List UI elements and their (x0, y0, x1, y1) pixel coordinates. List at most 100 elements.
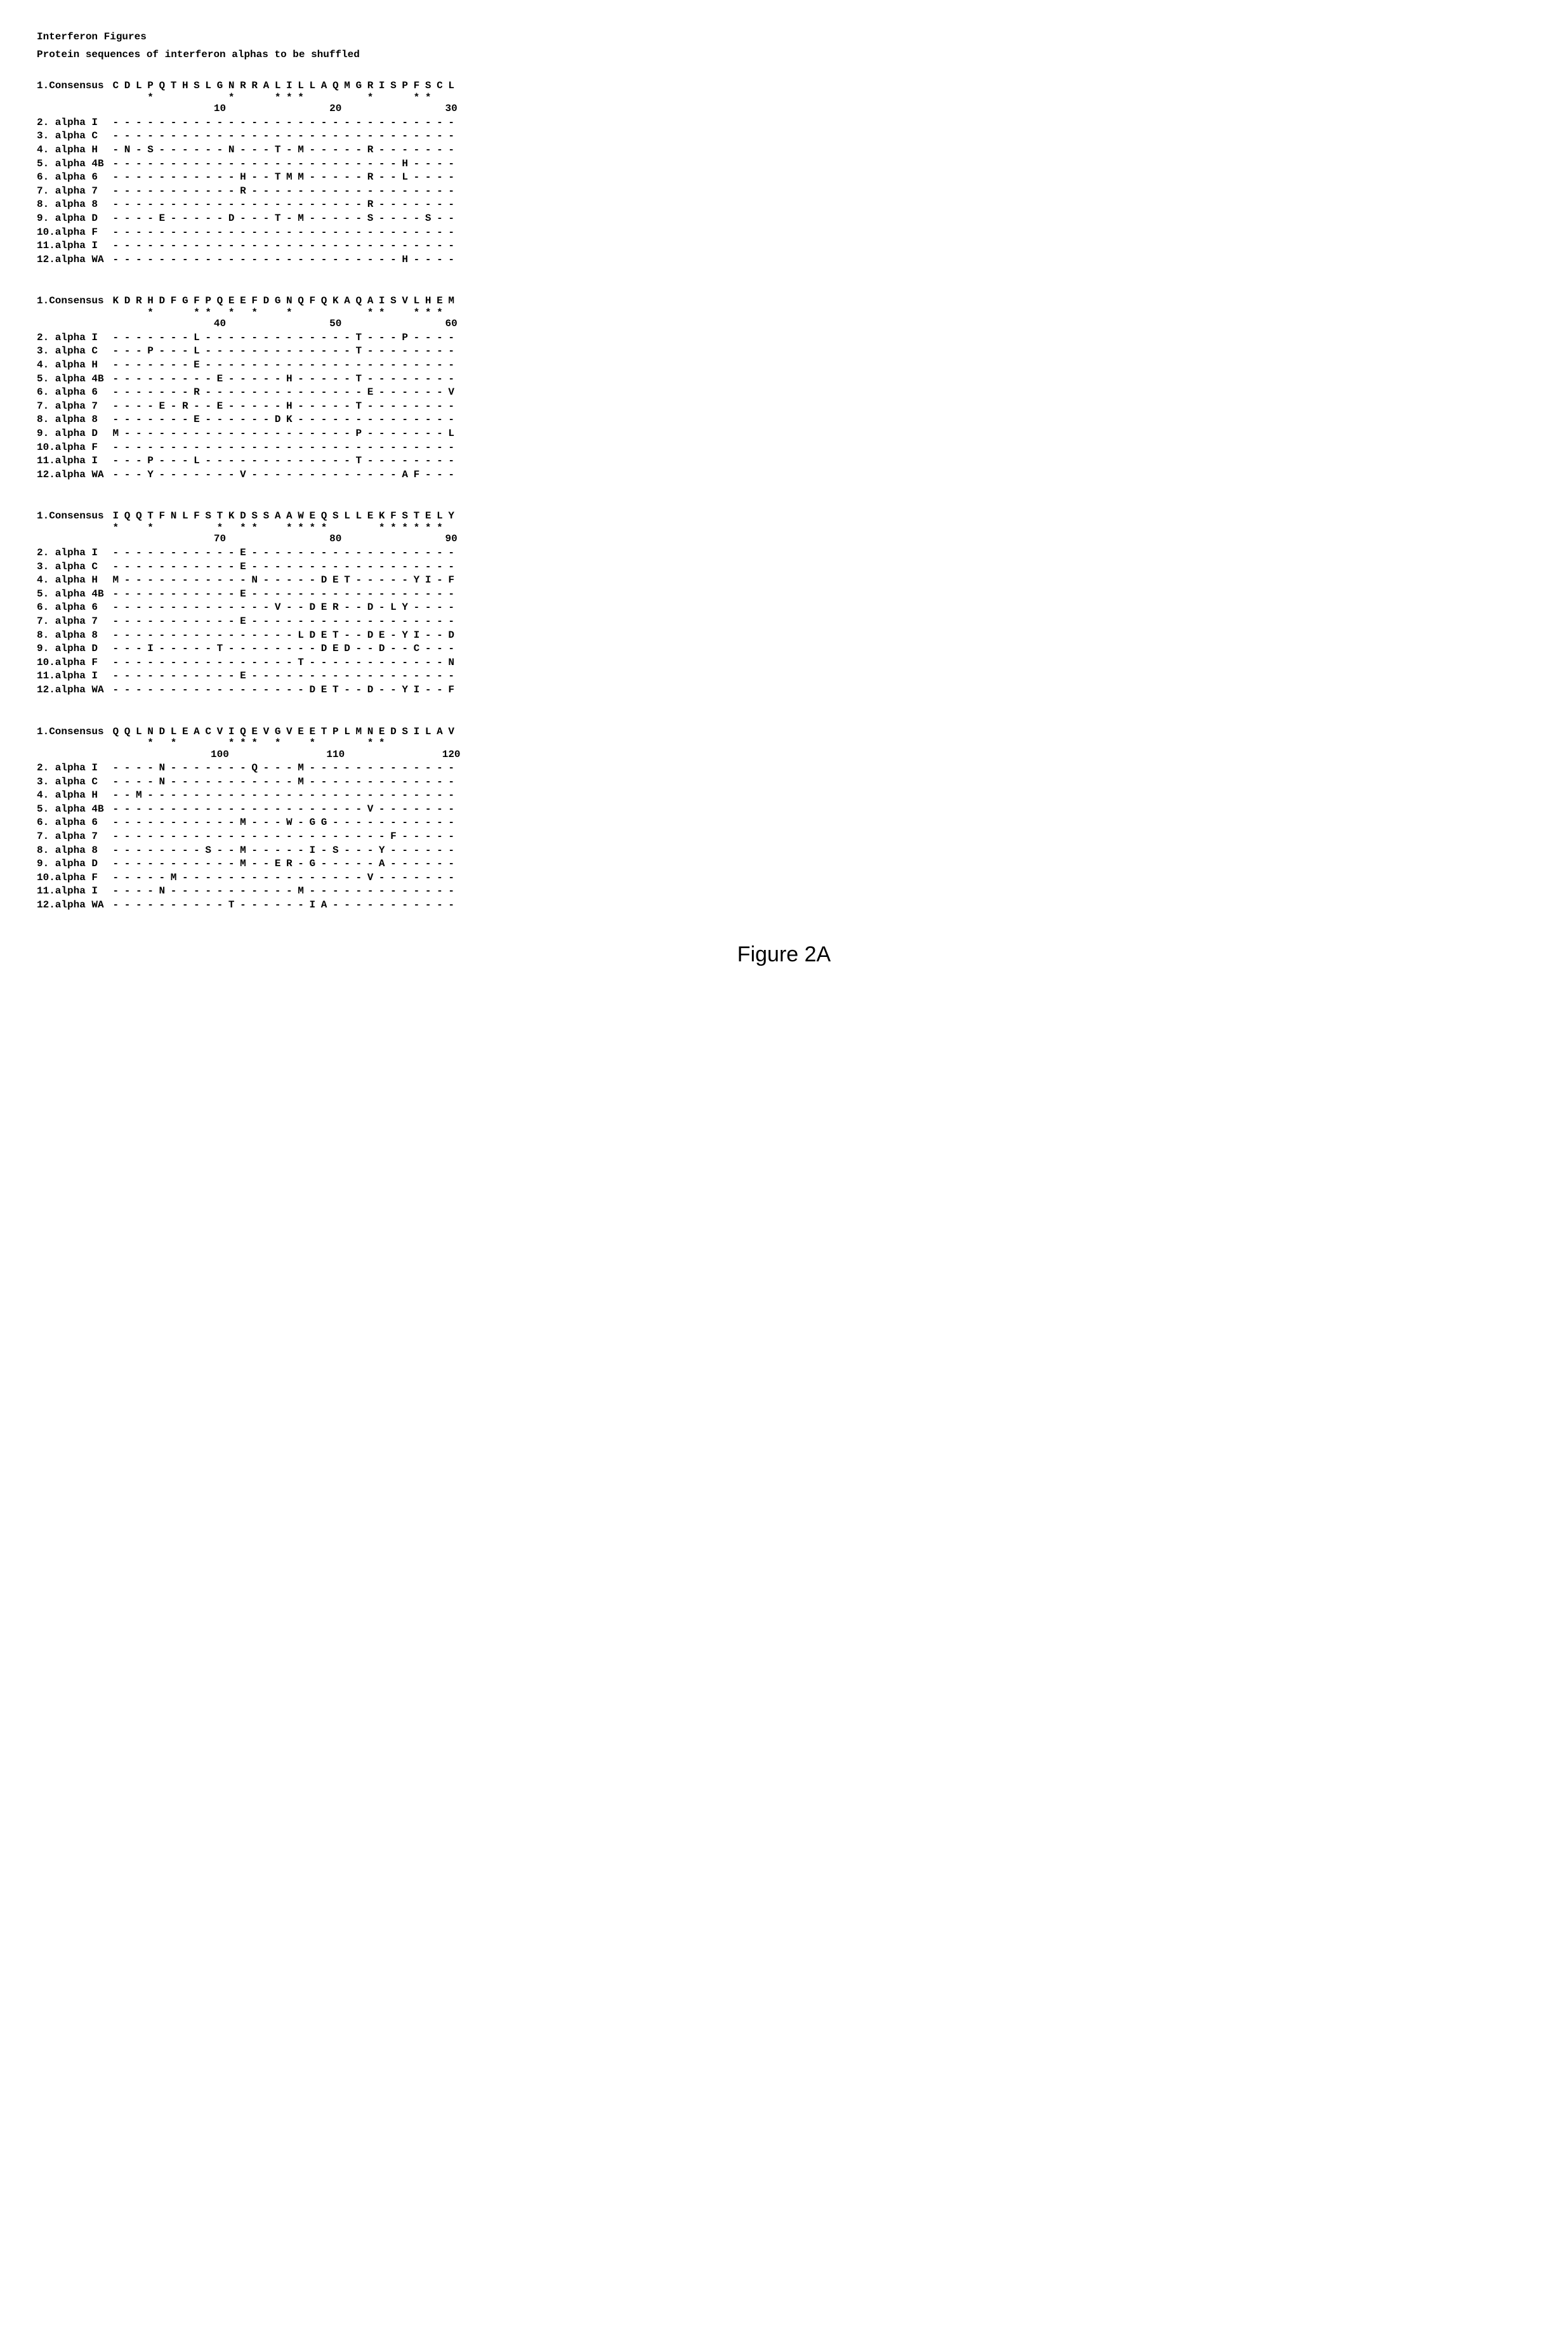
seq-cell: - (145, 185, 156, 199)
seq-cell: - (202, 198, 214, 212)
seq-cell: - (249, 816, 260, 830)
seq-cell: - (330, 253, 341, 267)
seq-cell: - (260, 546, 272, 560)
seq-cell: - (260, 129, 272, 143)
seq-cell: - (202, 885, 214, 899)
seq-cell: - (364, 656, 376, 670)
seq-cell: T (214, 510, 225, 524)
seq-cell: - (191, 226, 202, 240)
seq-cell: - (364, 185, 376, 199)
seq-cell: - (110, 454, 121, 468)
seq-cell: * (423, 524, 434, 532)
seq-cell: - (330, 185, 341, 199)
seq-cell: - (445, 157, 457, 171)
seq-cell: - (295, 871, 306, 885)
seq-cell: - (237, 331, 249, 345)
seq-cell: D (306, 601, 318, 615)
seq-cell: - (145, 871, 156, 885)
seq-cell: S (330, 510, 341, 524)
seq-cell: - (341, 789, 353, 803)
seq-cell: - (180, 468, 191, 482)
seq-cell: - (133, 574, 145, 588)
seq-cell: - (191, 871, 202, 885)
seq-cell: - (423, 803, 434, 817)
seq-cell: - (353, 441, 364, 455)
seq-cell: - (237, 413, 249, 427)
seq-cell: - (306, 226, 318, 240)
seq-cell: - (168, 157, 179, 171)
seq-cell: - (284, 871, 295, 885)
row-label: 11.alpha I (37, 669, 110, 683)
seq-cell: - (168, 761, 179, 775)
seq-cell: - (226, 844, 237, 858)
seq-cell: - (110, 441, 121, 455)
seq-cell: - (272, 185, 284, 199)
position-number: 40 (214, 317, 226, 331)
seq-cell: E (180, 725, 191, 739)
seq-cell: * (376, 308, 388, 317)
seq-cell: - (249, 857, 260, 871)
seq-cell: - (411, 157, 422, 171)
seq-cell: - (330, 546, 341, 560)
seq-cell: - (202, 212, 214, 226)
seq-cell: - (434, 413, 445, 427)
seq-cell: - (318, 427, 329, 441)
seq-cell: - (295, 803, 306, 817)
seq-cell: - (353, 468, 364, 482)
seq-cell: - (156, 372, 168, 386)
seq-cell: - (191, 857, 202, 871)
seq-cell: - (133, 129, 145, 143)
seq-cell: - (121, 683, 133, 697)
seq-cell: E (306, 725, 318, 739)
seq-cell: - (145, 885, 156, 899)
seq-cell: - (145, 615, 156, 629)
seq-cell: - (121, 331, 133, 345)
seq-cell: - (226, 129, 237, 143)
seq-cell: - (110, 400, 121, 414)
alignment-row: 6. alpha 6--------------V--DER--D-LY---- (37, 601, 1531, 615)
seq-cell: - (226, 253, 237, 267)
seq-cell: - (202, 601, 214, 615)
seq-cell: - (202, 226, 214, 240)
seq-cell: - (341, 775, 353, 789)
seq-cell: - (341, 386, 353, 400)
row-label: 4. alpha H (37, 359, 110, 372)
seq-cell (168, 524, 179, 532)
row-label: 11.alpha I (37, 239, 110, 253)
seq-cell: D (318, 574, 329, 588)
seq-cell: - (121, 857, 133, 871)
seq-cell: - (237, 212, 249, 226)
seq-cell: I (110, 510, 121, 524)
seq-cell: - (423, 816, 434, 830)
seq-cell: T (353, 454, 364, 468)
seq-cell: - (202, 400, 214, 414)
seq-cell: - (330, 359, 341, 372)
seq-cell: - (445, 669, 457, 683)
position-number: 20 (329, 102, 341, 116)
seq-cell: - (180, 157, 191, 171)
alignment-row: 2. alpha I-----------E------------------ (37, 546, 1531, 560)
row-label: 5. alpha 4B (37, 372, 110, 386)
seq-cell: - (133, 857, 145, 871)
seq-cell: N (156, 885, 168, 899)
seq-cell: - (295, 574, 306, 588)
seq-cell: - (353, 642, 364, 656)
seq-cell: L (423, 725, 434, 739)
seq-cell: - (145, 129, 156, 143)
seq-cell: - (423, 454, 434, 468)
alignment-row: 5. alpha 4B---------E-----H-----T-------… (37, 372, 1531, 386)
seq-cell: - (156, 359, 168, 372)
seq-cell: - (284, 560, 295, 574)
seq-cell: - (156, 615, 168, 629)
seq-cell: * (411, 93, 422, 102)
seq-cell: - (434, 899, 445, 912)
seq-cell: - (306, 546, 318, 560)
seq-cell: - (364, 226, 376, 240)
seq-cell: - (295, 857, 306, 871)
seq-cell (237, 308, 249, 317)
seq-cell: F (191, 510, 202, 524)
seq-cell: * (376, 524, 388, 532)
seq-cell (330, 739, 341, 748)
seq-cell: - (445, 143, 457, 157)
seq-cell: - (388, 468, 399, 482)
